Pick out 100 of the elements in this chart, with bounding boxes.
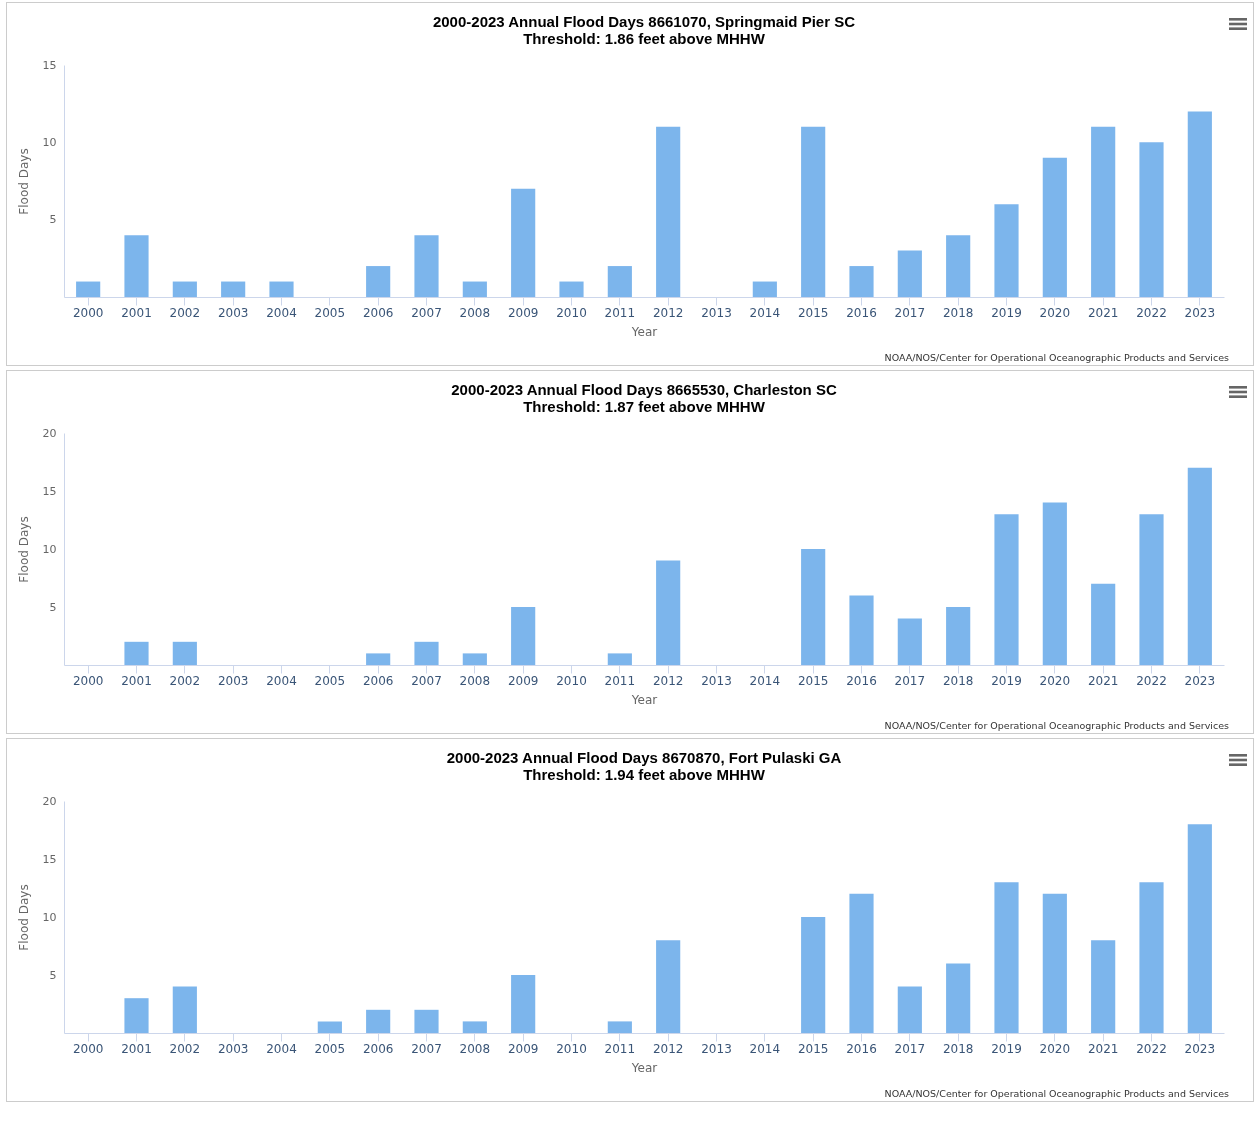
bar (607, 1021, 632, 1033)
bar (221, 281, 246, 297)
x-tick-label: 2020 (1039, 673, 1071, 688)
bar (317, 1021, 342, 1033)
bar (124, 641, 149, 665)
bar (849, 893, 874, 1033)
y-tick-label: 15 (42, 484, 57, 498)
x-tick-label: 2017 (894, 1041, 926, 1056)
x-tick-label: 2006 (362, 305, 394, 320)
bar (801, 126, 826, 297)
x-tick-label: 2018 (942, 305, 974, 320)
x-tick-label: 2021 (1087, 673, 1119, 688)
x-tick-label: 2011 (604, 305, 636, 320)
x-tick-label: 2019 (991, 305, 1022, 320)
y-tick-label: 20 (42, 426, 57, 440)
x-tick-label: 2006 (362, 673, 394, 688)
bar (511, 975, 536, 1033)
bar (124, 235, 149, 297)
x-axis-title: Year (630, 1060, 658, 1075)
bar (1187, 467, 1212, 665)
bar (994, 204, 1019, 297)
x-tick-label: 2014 (749, 305, 781, 320)
x-tick-label: 2021 (1087, 1041, 1119, 1056)
y-tick-label: 10 (42, 135, 57, 149)
x-tick-label: 2023 (1184, 305, 1216, 320)
bar (656, 560, 681, 665)
x-tick-label: 2004 (266, 1041, 297, 1056)
x-tick-label: 2021 (1087, 305, 1119, 320)
x-tick-label: 2000 (72, 305, 104, 320)
bar (1187, 111, 1212, 297)
x-tick-label: 2002 (169, 305, 201, 320)
y-tick-label: 5 (49, 213, 57, 227)
x-tick-label: 2010 (556, 305, 587, 320)
bar (656, 940, 681, 1033)
x-tick-label: 2008 (459, 673, 491, 688)
x-tick-label: 2005 (314, 673, 346, 688)
x-tick-label: 2017 (894, 305, 926, 320)
x-tick-label: 2019 (991, 1041, 1022, 1056)
x-tick-label: 2010 (556, 673, 587, 688)
x-axis-title: Year (630, 324, 658, 339)
bar (366, 266, 391, 297)
y-tick-label: 5 (49, 600, 57, 614)
x-tick-label: 2017 (894, 673, 926, 688)
chart-subtitle: Threshold: 1.87 feet above MHHW (523, 398, 766, 415)
x-tick-label: 2023 (1184, 1041, 1216, 1056)
bar (172, 641, 197, 665)
x-tick-label: 2001 (121, 673, 152, 688)
x-tick-label: 2012 (652, 1041, 684, 1056)
bar (946, 963, 971, 1033)
x-tick-label: 2009 (507, 1041, 539, 1056)
x-tick-label: 2004 (266, 673, 297, 688)
x-tick-label: 2001 (121, 305, 152, 320)
bar (414, 1009, 439, 1033)
x-tick-label: 2011 (604, 673, 636, 688)
bar (994, 882, 1019, 1033)
bar (269, 281, 294, 297)
x-tick-label: 2020 (1039, 1041, 1071, 1056)
chart-title: 2000-2023 Annual Flood Days 8661070, Springmaid Pier SC (432, 13, 856, 30)
y-tick-label: 10 (42, 542, 57, 556)
x-tick-label: 2006 (362, 1041, 394, 1056)
x-tick-label: 2003 (217, 673, 249, 688)
x-tick-label: 2015 (797, 673, 829, 688)
bar (994, 514, 1019, 665)
x-axis-title: Year (630, 692, 658, 707)
x-tick-label: 2007 (411, 673, 442, 688)
y-tick-label: 5 (49, 968, 57, 982)
x-tick-label: 2002 (169, 1041, 201, 1056)
x-tick-label: 2016 (846, 673, 877, 688)
y-axis-title: Flood Days (16, 884, 31, 951)
x-tick-label: 2007 (411, 305, 442, 320)
x-tick-label: 2009 (507, 305, 539, 320)
x-tick-label: 2013 (701, 305, 732, 320)
y-tick-label: 15 (42, 852, 57, 866)
x-tick-label: 2005 (314, 1041, 346, 1056)
bar (1139, 882, 1164, 1033)
bar (1091, 583, 1116, 665)
x-tick-label: 2016 (846, 1041, 877, 1056)
bar (462, 653, 487, 665)
x-tick-label: 2009 (507, 673, 539, 688)
bar (656, 126, 681, 297)
x-tick-label: 2008 (459, 305, 491, 320)
bar (752, 281, 777, 297)
y-axis-title: Flood Days (16, 516, 31, 583)
x-tick-label: 2022 (1136, 673, 1167, 688)
bar (897, 986, 922, 1033)
x-tick-label: 2010 (556, 1041, 587, 1056)
x-tick-label: 2023 (1184, 673, 1216, 688)
bar (849, 266, 874, 297)
chart-subtitle: Threshold: 1.94 feet above MHHW (523, 766, 766, 783)
x-tick-label: 2002 (169, 673, 201, 688)
bar (414, 235, 439, 297)
bar (1139, 514, 1164, 665)
bar (511, 188, 536, 297)
bar (1091, 126, 1116, 297)
x-tick-label: 2007 (411, 1041, 442, 1056)
y-tick-label: 15 (42, 58, 57, 72)
bar (1091, 940, 1116, 1033)
x-tick-label: 2018 (942, 1041, 974, 1056)
text: NOAA/NOS/Center for Operational Oceanographic Products and Services (884, 352, 1229, 363)
x-tick-label: 2022 (1136, 305, 1167, 320)
